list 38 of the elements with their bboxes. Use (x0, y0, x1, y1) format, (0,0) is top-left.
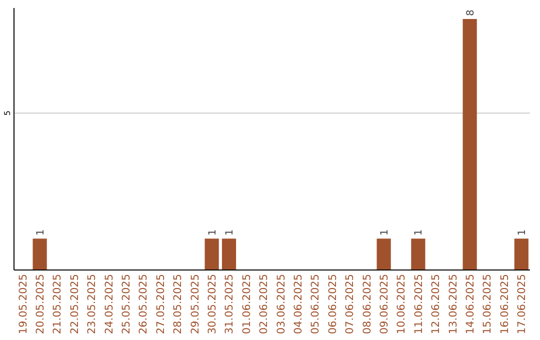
x-tick-label: 14.06.2025 (464, 274, 476, 334)
x-tick-label: 29.05.2025 (189, 274, 202, 334)
x-tick-label: 17.06.2025 (516, 274, 528, 334)
x-tick-label: 06.06.2025 (326, 274, 339, 334)
x-tick-label: 22.05.2025 (68, 274, 81, 334)
data-label: 1 (414, 229, 425, 236)
data-label: 1 (35, 229, 46, 236)
x-tick-label: 15.06.2025 (482, 274, 494, 334)
x-tick-label: 01.06.2025 (240, 274, 253, 334)
data-label: 1 (224, 229, 236, 236)
x-tick-label: 10.06.2025 (396, 274, 408, 334)
x-tick-label: 09.06.2025 (378, 274, 390, 334)
x-tick-label: 27.05.2025 (154, 274, 167, 334)
x-tick-label: 12.06.2025 (430, 274, 442, 334)
x-tick-label: 28.05.2025 (172, 274, 184, 334)
data-label: 1 (379, 229, 390, 236)
x-tick-label: 23.05.2025 (86, 274, 98, 334)
x-tick-label: 21.05.2025 (52, 274, 64, 334)
x-tick-label: 04.06.2025 (292, 274, 304, 334)
x-tick-label: 24.05.2025 (103, 274, 116, 334)
x-tick-label: 20.05.2025 (34, 274, 46, 334)
x-tick-label: 31.05.2025 (224, 274, 236, 334)
x-tick-label: 02.06.2025 (258, 274, 270, 334)
x-tick-label: 25.05.2025 (120, 274, 132, 334)
x-tick-label: 26.05.2025 (138, 274, 150, 334)
x-tick-label: 19.05.2025 (17, 274, 30, 334)
x-tick-label: 13.06.2025 (447, 274, 460, 334)
data-label: 1 (207, 229, 218, 236)
x-tick-label: 05.06.2025 (310, 274, 322, 334)
x-tick-label: 16.06.2025 (498, 274, 511, 334)
y-tick-label: 5 (3, 110, 12, 116)
x-tick-label: 30.05.2025 (206, 274, 218, 334)
x-tick-label: 08.06.2025 (361, 274, 374, 334)
x-tick-label: 07.06.2025 (344, 274, 356, 334)
data-label: 8 (465, 10, 476, 16)
data-label: 1 (516, 229, 528, 236)
x-tick-label: 11.06.2025 (412, 274, 425, 334)
x-tick-label: 03.06.2025 (275, 274, 288, 334)
